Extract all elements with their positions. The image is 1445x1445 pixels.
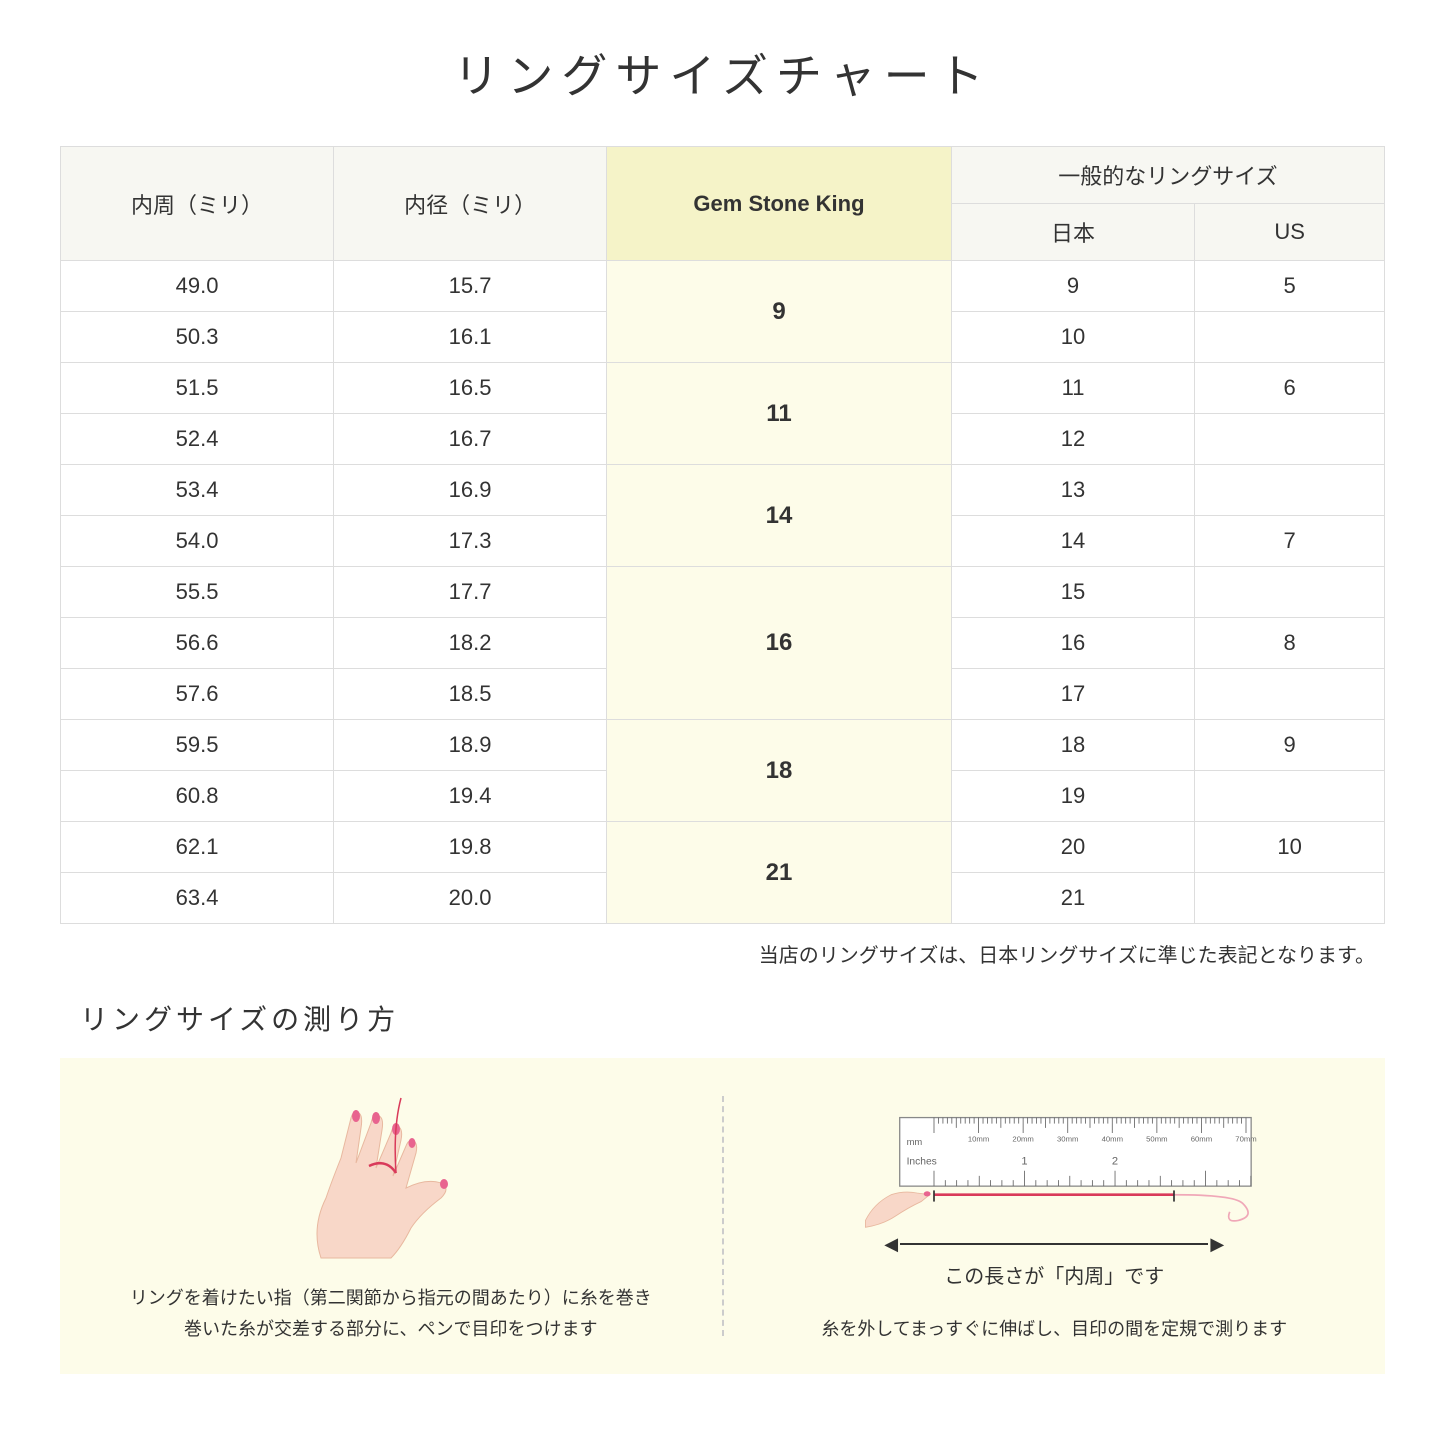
cell-us bbox=[1195, 414, 1385, 465]
cell-us bbox=[1195, 567, 1385, 618]
ruler-mm-label: mm bbox=[907, 1136, 923, 1147]
header-gsk: Gem Stone King bbox=[607, 147, 952, 261]
cell-circumference: 60.8 bbox=[61, 771, 334, 822]
table-row: 53.416.91413 bbox=[61, 465, 1385, 516]
cell-japan: 12 bbox=[951, 414, 1194, 465]
cell-us bbox=[1195, 873, 1385, 924]
cell-us bbox=[1195, 312, 1385, 363]
cell-japan: 17 bbox=[951, 669, 1194, 720]
header-general: 一般的なリングサイズ bbox=[951, 147, 1384, 204]
cell-circumference: 53.4 bbox=[61, 465, 334, 516]
cell-us: 8 bbox=[1195, 618, 1385, 669]
svg-text:40mm: 40mm bbox=[1102, 1134, 1123, 1143]
cell-diameter: 18.2 bbox=[334, 618, 607, 669]
cell-us: 5 bbox=[1195, 261, 1385, 312]
table-row: 55.517.71615 bbox=[61, 567, 1385, 618]
cell-japan: 11 bbox=[951, 363, 1194, 414]
svg-text:20mm: 20mm bbox=[1013, 1134, 1034, 1143]
cell-circumference: 57.6 bbox=[61, 669, 334, 720]
header-diameter: 内径（ミリ） bbox=[334, 147, 607, 261]
cell-us bbox=[1195, 465, 1385, 516]
cell-japan: 10 bbox=[951, 312, 1194, 363]
svg-text:70mm: 70mm bbox=[1236, 1134, 1257, 1143]
cell-gsk-size: 16 bbox=[607, 567, 952, 720]
cell-diameter: 16.1 bbox=[334, 312, 607, 363]
cell-us: 7 bbox=[1195, 516, 1385, 567]
cell-us: 9 bbox=[1195, 720, 1385, 771]
measure-title: リングサイズの測り方 bbox=[60, 998, 1385, 1038]
cell-diameter: 19.4 bbox=[334, 771, 607, 822]
cell-japan: 21 bbox=[951, 873, 1194, 924]
cell-japan: 14 bbox=[951, 516, 1194, 567]
page-title: リングサイズチャート bbox=[60, 40, 1385, 106]
cell-japan: 13 bbox=[951, 465, 1194, 516]
cell-diameter: 16.9 bbox=[334, 465, 607, 516]
thread-curl bbox=[1174, 1194, 1248, 1220]
cell-circumference: 54.0 bbox=[61, 516, 334, 567]
measure-right: mm Inches 10mm 20mm 30mm 40mm 50mm 60mm 70mm 1… bbox=[764, 1088, 1346, 1344]
measure-left: リングを着けたい指（第二関節から指元の間あたり）に糸を巻き巻いた糸が交差する部分… bbox=[100, 1088, 682, 1344]
table-row: 59.518.918189 bbox=[61, 720, 1385, 771]
header-circumference: 内周（ミリ） bbox=[61, 147, 334, 261]
cell-us bbox=[1195, 771, 1385, 822]
cell-diameter: 19.8 bbox=[334, 822, 607, 873]
svg-text:60mm: 60mm bbox=[1191, 1134, 1212, 1143]
cell-gsk-size: 9 bbox=[607, 261, 952, 363]
cell-gsk-size: 18 bbox=[607, 720, 952, 822]
svg-text:50mm: 50mm bbox=[1146, 1134, 1167, 1143]
arrow-indicator: ◀▶ bbox=[884, 1234, 1224, 1255]
cell-circumference: 56.6 bbox=[61, 618, 334, 669]
cell-circumference: 52.4 bbox=[61, 414, 334, 465]
table-note: 当店のリングサイズは、日本リングサイズに準じた表記となります。 bbox=[60, 939, 1385, 968]
measure-left-caption: リングを着けたい指（第二関節から指元の間あたり）に糸を巻き巻いた糸が交差する部分… bbox=[130, 1283, 652, 1344]
ruler-illustration: mm Inches 10mm 20mm 30mm 40mm 50mm 60mm 70mm 1… bbox=[814, 1109, 1294, 1229]
cell-diameter: 17.7 bbox=[334, 567, 607, 618]
cell-japan: 9 bbox=[951, 261, 1194, 312]
hand-illustration-left bbox=[241, 1088, 541, 1268]
cell-japan: 18 bbox=[951, 720, 1194, 771]
divider bbox=[722, 1096, 724, 1336]
cell-diameter: 15.7 bbox=[334, 261, 607, 312]
cell-circumference: 59.5 bbox=[61, 720, 334, 771]
cell-circumference: 51.5 bbox=[61, 363, 334, 414]
cell-diameter: 18.5 bbox=[334, 669, 607, 720]
header-us: US bbox=[1195, 204, 1385, 261]
cell-circumference: 55.5 bbox=[61, 567, 334, 618]
table-row: 49.015.7995 bbox=[61, 261, 1385, 312]
cell-japan: 15 bbox=[951, 567, 1194, 618]
header-japan: 日本 bbox=[951, 204, 1194, 261]
measure-section: リングを着けたい指（第二関節から指元の間あたり）に糸を巻き巻いた糸が交差する部分… bbox=[60, 1058, 1385, 1374]
cell-diameter: 16.5 bbox=[334, 363, 607, 414]
measure-arrow-label: この長さが「内周」です bbox=[944, 1260, 1164, 1289]
cell-diameter: 16.7 bbox=[334, 414, 607, 465]
table-row: 51.516.511116 bbox=[61, 363, 1385, 414]
cell-japan: 20 bbox=[951, 822, 1194, 873]
cell-us: 6 bbox=[1195, 363, 1385, 414]
cell-gsk-size: 21 bbox=[607, 822, 952, 924]
cell-us bbox=[1195, 669, 1385, 720]
svg-text:2: 2 bbox=[1112, 1155, 1118, 1167]
measure-right-caption: 糸を外してまっすぐに伸ばし、目印の間を定規で測ります bbox=[821, 1314, 1287, 1345]
cell-circumference: 49.0 bbox=[61, 261, 334, 312]
table-row: 62.119.8212010 bbox=[61, 822, 1385, 873]
svg-text:1: 1 bbox=[1022, 1155, 1028, 1167]
svg-text:10mm: 10mm bbox=[968, 1134, 989, 1143]
cell-diameter: 20.0 bbox=[334, 873, 607, 924]
cell-diameter: 18.9 bbox=[334, 720, 607, 771]
ring-size-table: 内周（ミリ） 内径（ミリ） Gem Stone King 一般的なリングサイズ … bbox=[60, 146, 1385, 924]
hand-illustration-right bbox=[866, 1192, 930, 1227]
cell-circumference: 63.4 bbox=[61, 873, 334, 924]
cell-diameter: 17.3 bbox=[334, 516, 607, 567]
cell-circumference: 50.3 bbox=[61, 312, 334, 363]
ruler-inches-label: Inches bbox=[907, 1156, 937, 1167]
cell-gsk-size: 14 bbox=[607, 465, 952, 567]
cell-us: 10 bbox=[1195, 822, 1385, 873]
cell-gsk-size: 11 bbox=[607, 363, 952, 465]
svg-text:30mm: 30mm bbox=[1057, 1134, 1078, 1143]
cell-japan: 16 bbox=[951, 618, 1194, 669]
cell-japan: 19 bbox=[951, 771, 1194, 822]
cell-circumference: 62.1 bbox=[61, 822, 334, 873]
